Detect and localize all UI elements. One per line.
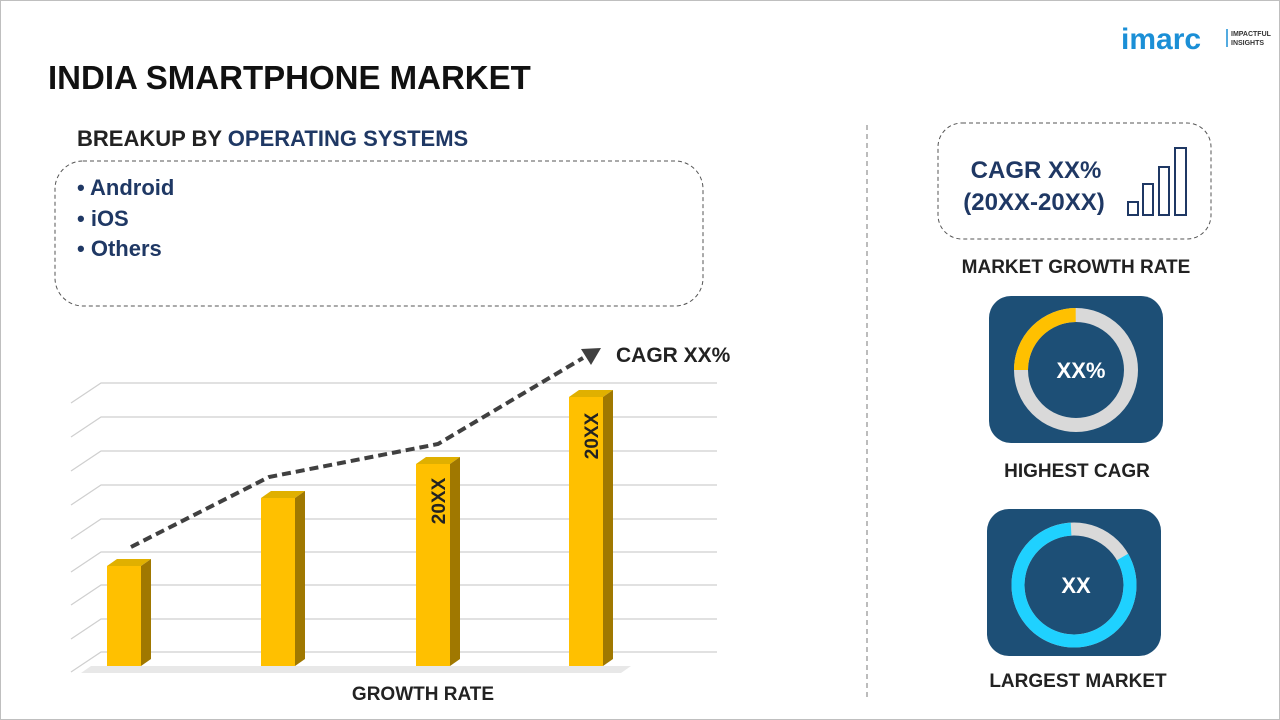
caption: HIGHEST CAGR xyxy=(1004,461,1150,482)
heading-highlight: OPERATING SYSTEMS xyxy=(227,126,469,151)
item-text: Android xyxy=(90,175,175,200)
cagr-value: CAGR XX% xyxy=(971,157,1102,184)
list-item: • Others xyxy=(77,236,162,261)
bar-label: 20XX xyxy=(429,477,450,524)
logo-tagline: INSIGHTS xyxy=(1231,40,1264,47)
breakup-list: • Android • iOS • Others xyxy=(77,173,174,265)
item-text: iOS xyxy=(90,205,129,231)
cagr-period: (20XX-20XX) xyxy=(963,189,1104,216)
list-item: • iOS xyxy=(77,205,129,231)
item-text: Others xyxy=(90,236,162,261)
bar-label: 20XX xyxy=(582,412,603,459)
logo-name: imarc xyxy=(1121,23,1201,56)
largest-market-value: XX xyxy=(1061,573,1091,598)
heading-prefix: BREAKUP BY xyxy=(77,126,222,151)
trend-label: CAGR XX% xyxy=(616,344,731,367)
caption: LARGEST MARKET xyxy=(989,671,1167,692)
breakup-heading: BREAKUP BY OPERATING SYSTEMS xyxy=(77,126,468,152)
chart-caption: GROWTH RATE xyxy=(352,684,494,705)
logo-tagline: IMPACTFUL xyxy=(1231,31,1272,38)
highest-cagr-value: XX% xyxy=(1057,358,1106,383)
list-item: • Android xyxy=(77,175,175,200)
page-title: INDIA SMARTPHONE MARKET xyxy=(48,59,531,96)
caption: MARKET GROWTH RATE xyxy=(962,257,1191,278)
